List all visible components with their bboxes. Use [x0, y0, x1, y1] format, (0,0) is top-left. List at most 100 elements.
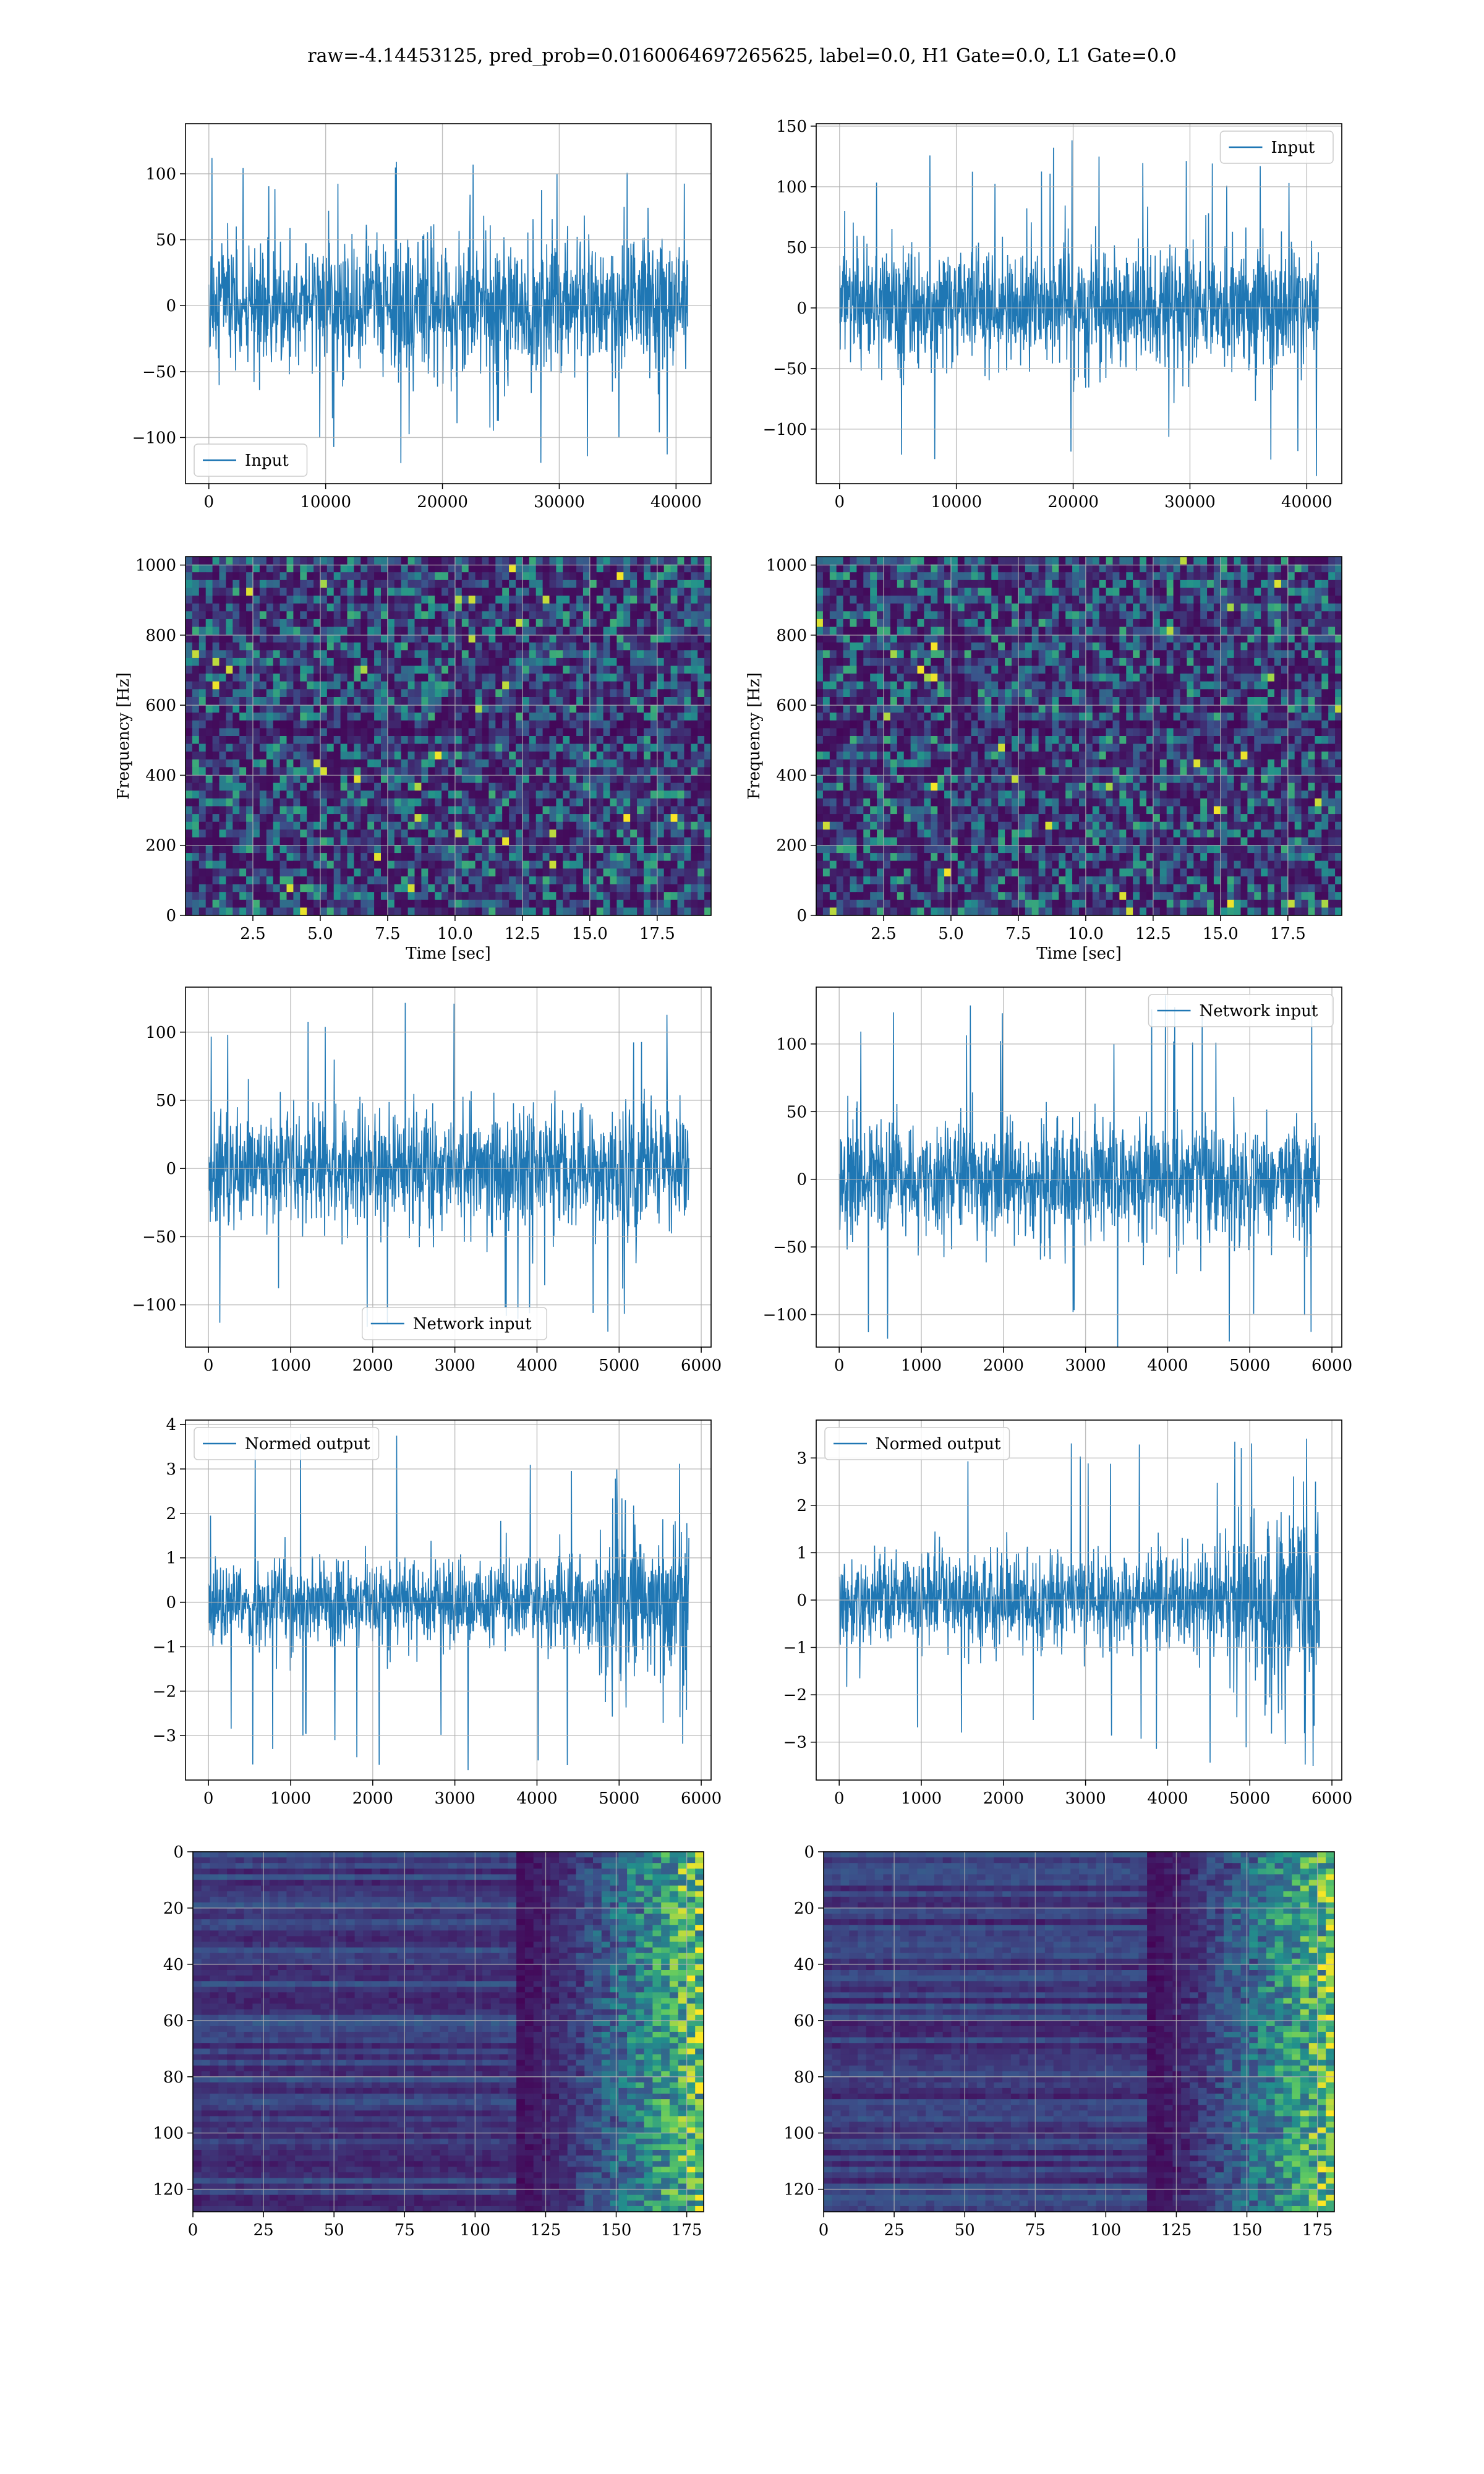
- y-tick-label: 1000: [766, 557, 807, 575]
- x-tick-label: 100: [460, 2221, 491, 2240]
- grid: [186, 1420, 711, 1780]
- x-tick-label: 0: [188, 2221, 198, 2240]
- heatmap-image: [816, 557, 1342, 915]
- x-tick-label: 12.5: [1135, 925, 1171, 943]
- y-tick-label: 600: [145, 696, 176, 715]
- grid: [816, 987, 1342, 1347]
- y-tick-label: −3: [783, 1734, 807, 1752]
- y-tick-label: −1: [783, 1639, 807, 1658]
- legend: Input: [1219, 131, 1334, 164]
- y-tick-label: −100: [763, 1306, 807, 1324]
- x-tick-label: 2000: [352, 1356, 393, 1375]
- x-tick-label: 100: [1091, 2221, 1122, 2240]
- y-tick-label: 0: [166, 1594, 176, 1612]
- series-line-r3-left: [208, 1003, 689, 1332]
- y-tick-label: 0: [796, 1591, 807, 1610]
- legend-label: Normed output: [876, 1435, 1001, 1453]
- y-tick-label: 100: [776, 178, 807, 197]
- grid: [192, 1851, 704, 2212]
- legend: Normed output: [194, 1427, 380, 1460]
- axes-frame: [185, 1419, 712, 1781]
- x-tick-label: 40000: [650, 493, 702, 511]
- panel-r4-right: 0 1000 2000 3000 4000 5000 6000 −3 −2 −1 0 1 2 3 Norme…: [783, 1419, 1352, 1808]
- x-tick-label: 1000: [901, 1789, 942, 1808]
- x-tick-label: 10.0: [437, 925, 473, 943]
- x-tick-label: 175: [672, 2221, 702, 2240]
- x-tick-label: 3000: [1065, 1789, 1106, 1808]
- y-tick-label: 120: [153, 2181, 184, 2199]
- panel-r5-left: 0 25 50 75 100 125 150 175 0 20 40 60 80 100 120: [153, 1843, 704, 2240]
- y-tick-label: 2: [796, 1497, 807, 1515]
- x-tick-label: 0: [834, 1356, 845, 1375]
- y-tick-label: 0: [173, 1843, 184, 1862]
- x-tick-label: 0: [203, 1789, 214, 1808]
- legend-label: Input: [245, 452, 289, 470]
- legend: Input: [194, 443, 308, 477]
- x-axis-label: Time [sec]: [406, 944, 491, 963]
- y-tick-label: −100: [763, 421, 807, 439]
- x-tick-label: 12.5: [505, 925, 540, 943]
- x-tick-label: 10000: [931, 493, 982, 511]
- x-tick-label: 0: [204, 493, 215, 511]
- axes-frame: [185, 556, 712, 916]
- x-tick-label: 175: [1302, 2221, 1333, 2240]
- x-tick-label: 3000: [435, 1789, 475, 1808]
- x-tick-label: 1000: [270, 1789, 311, 1808]
- x-tick-label: 5.0: [307, 925, 333, 943]
- x-tick-label: 25: [254, 2221, 274, 2240]
- x-tick-label: 4000: [516, 1789, 557, 1808]
- x-tick-label: 6000: [1311, 1356, 1352, 1375]
- x-tick-label: 4000: [1147, 1789, 1188, 1808]
- legend-label: Normed output: [245, 1435, 370, 1453]
- y-tick-label: 800: [145, 627, 176, 645]
- y-tick-label: −3: [153, 1727, 176, 1745]
- x-tick-label: 3000: [435, 1356, 475, 1375]
- y-tick-label: 1: [796, 1544, 807, 1562]
- y-tick-label: 0: [166, 907, 176, 925]
- figure-title: raw=-4.14453125, pred_prob=0.01600646972…: [307, 45, 1176, 67]
- x-tick-label: 5000: [1229, 1356, 1270, 1375]
- x-tick-label: 20000: [417, 493, 468, 511]
- y-tick-label: 0: [796, 907, 807, 925]
- x-tick-label: 50: [955, 2221, 975, 2240]
- y-tick-label: 0: [804, 1843, 814, 1862]
- x-tick-label: 10.0: [1068, 925, 1104, 943]
- x-tick-label: 75: [394, 2221, 415, 2240]
- axes-frame: [185, 123, 712, 484]
- y-tick-label: 100: [783, 2125, 814, 2143]
- x-tick-label: 5000: [599, 1789, 639, 1808]
- y-tick-label: 60: [163, 2012, 184, 2031]
- series-line-r1-right: [839, 140, 1319, 476]
- y-tick-label: −100: [132, 429, 176, 447]
- x-tick-label: 5000: [1229, 1789, 1270, 1808]
- y-tick-label: −50: [142, 1228, 176, 1246]
- x-tick-label: 1000: [270, 1356, 311, 1375]
- x-tick-label: 10000: [300, 493, 351, 511]
- x-tick-label: 4000: [516, 1356, 557, 1375]
- y-axis-label: Frequency [Hz]: [114, 672, 133, 800]
- x-tick-label: 20000: [1047, 493, 1099, 511]
- x-tick-label: 150: [601, 2221, 632, 2240]
- y-tick-label: 3: [166, 1460, 176, 1479]
- x-tick-label: 17.5: [639, 925, 675, 943]
- y-tick-label: −50: [142, 363, 176, 382]
- y-axis-label: Frequency [Hz]: [745, 672, 764, 800]
- y-tick-label: 400: [145, 766, 176, 785]
- y-tick-label: 20: [794, 1899, 814, 1918]
- x-tick-label: 2000: [983, 1789, 1024, 1808]
- grid: [816, 557, 1342, 916]
- x-tick-label: 30000: [1164, 493, 1216, 511]
- x-tick-label: 2000: [983, 1356, 1024, 1375]
- panel-r3-right: 0 1000 2000 3000 4000 5000 6000 −100 −50 0 50 100 Ne…: [763, 987, 1352, 1375]
- grid: [186, 124, 711, 484]
- y-tick-label: −50: [773, 1238, 807, 1257]
- x-tick-label: 5.0: [938, 925, 963, 943]
- y-tick-label: 0: [166, 1160, 176, 1178]
- y-tick-label: 0: [166, 297, 176, 315]
- y-tick-label: 50: [787, 239, 807, 257]
- y-tick-label: 100: [145, 1024, 176, 1042]
- legend-label: Input: [1271, 139, 1315, 157]
- series-line-r4-left: [208, 1434, 689, 1771]
- x-tick-label: 40000: [1281, 493, 1333, 511]
